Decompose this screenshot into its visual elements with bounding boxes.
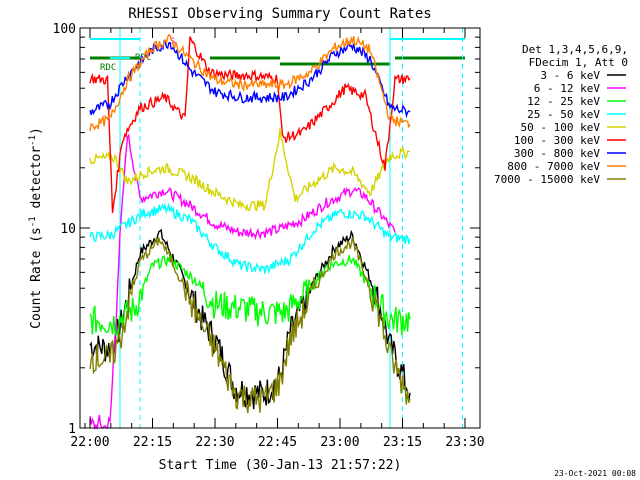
x-axis-title: Start Time (30-Jan-13 21:57:22) [159, 458, 402, 473]
series-line-8 [89, 34, 411, 132]
series-line-1 [89, 228, 411, 410]
legend-label-1: 3 - 6 keV [540, 69, 600, 82]
axes-layer: 22:00 22:15 22:30 22:45 23:00 23:15 23:30 1 10 10… [53, 22, 485, 450]
legend-label-9: 7000 - 15000 keV [494, 173, 600, 186]
series-layer [89, 34, 411, 431]
y-tick-label-3: 100 [53, 22, 76, 37]
series-line-2 [89, 133, 396, 431]
legend-header-2: FDecim 1, Att 0 [529, 56, 628, 69]
y-axis-title-main: Count Rate (s [29, 227, 44, 329]
legend: Det 1,3,4,5,6,9,FDecim 1, Att 03 - 6 keV… [494, 43, 628, 186]
y-axis-title-tail-sup: -1 [28, 135, 38, 146]
series-line-5 [89, 128, 411, 212]
y-axis-title-tail: detector [29, 146, 44, 217]
x-tick-label-3: 22:30 [195, 435, 234, 450]
series-line-9 [89, 236, 411, 414]
legend-label-5: 50 - 100 keV [521, 121, 601, 134]
flag-label-1: RDC [100, 63, 116, 73]
y-tick-label-2: 10 [60, 222, 76, 237]
x-tick-label-7: 23:30 [445, 435, 484, 450]
y-axis-title-sup: -1 [28, 216, 38, 227]
series-line-6 [89, 36, 411, 214]
y-axis-title-close: ) [29, 127, 44, 135]
series-line-4 [89, 202, 411, 275]
series-line-3 [89, 253, 411, 338]
x-tick-label-4: 22:45 [258, 435, 297, 450]
legend-label-3: 12 - 25 keV [527, 95, 600, 108]
legend-header-1: Det 1,3,4,5,6,9, [522, 43, 628, 56]
x-tick-label-6: 23:15 [383, 435, 422, 450]
footer-timestamp: 23-Oct-2021 00:08 [554, 469, 636, 478]
flag-label-2: RDC [135, 53, 151, 63]
flag-label-3: F [153, 45, 158, 55]
y-tick-label-1: 1 [68, 422, 76, 437]
series-line-7 [89, 39, 411, 119]
legend-label-8: 800 - 7000 keV [507, 160, 600, 173]
legend-label-2: 6 - 12 keV [534, 82, 601, 95]
x-tick-label-1: 22:00 [70, 435, 109, 450]
x-tick-label-2: 22:15 [133, 435, 172, 450]
legend-label-7: 300 - 800 keV [514, 147, 600, 160]
legend-label-4: 25 - 50 keV [527, 108, 600, 121]
legend-label-6: 100 - 300 keV [514, 134, 600, 147]
x-tick-label-5: 23:00 [320, 435, 359, 450]
y-axis-title: Count Rate (s-1 detector-1) [28, 127, 44, 329]
chart-title: RHESSI Observing Summary Count Rates [128, 6, 431, 22]
